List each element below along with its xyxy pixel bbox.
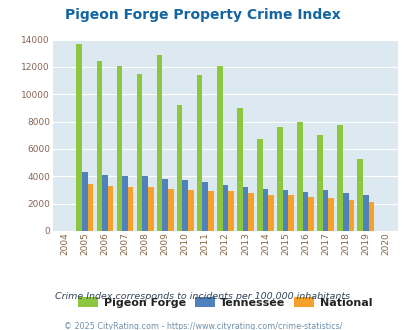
Bar	[87, 184, 93, 231]
Bar	[296, 122, 302, 231]
Bar	[347, 200, 353, 231]
Bar	[188, 190, 193, 231]
Bar	[182, 180, 188, 231]
Bar	[162, 179, 168, 231]
Bar	[337, 125, 342, 231]
Bar	[268, 195, 273, 231]
Bar	[202, 182, 208, 231]
Bar	[82, 172, 87, 231]
Bar	[136, 75, 142, 231]
Bar	[228, 191, 233, 231]
Bar	[322, 190, 328, 231]
Bar	[96, 61, 102, 231]
Bar	[356, 159, 362, 231]
Bar	[168, 189, 173, 231]
Bar	[116, 66, 122, 231]
Legend: Pigeon Forge, Tennessee, National: Pigeon Forge, Tennessee, National	[75, 294, 375, 312]
Bar	[102, 175, 107, 231]
Bar	[142, 176, 147, 231]
Bar	[242, 187, 247, 231]
Bar	[308, 197, 313, 231]
Bar	[122, 176, 128, 231]
Bar	[262, 189, 268, 231]
Bar	[316, 135, 322, 231]
Bar	[76, 44, 82, 231]
Bar	[362, 195, 368, 231]
Bar	[107, 186, 113, 231]
Bar	[222, 185, 228, 231]
Bar	[247, 193, 253, 231]
Bar	[328, 197, 333, 231]
Bar	[302, 192, 308, 231]
Bar	[288, 195, 293, 231]
Bar	[196, 75, 202, 231]
Bar	[276, 127, 282, 231]
Bar	[176, 105, 182, 231]
Bar	[147, 186, 153, 231]
Bar	[207, 191, 213, 231]
Bar	[128, 186, 133, 231]
Text: © 2025 CityRating.com - https://www.cityrating.com/crime-statistics/: © 2025 CityRating.com - https://www.city…	[64, 322, 341, 330]
Bar	[256, 139, 262, 231]
Text: Pigeon Forge Property Crime Index: Pigeon Forge Property Crime Index	[65, 8, 340, 22]
Bar	[216, 66, 222, 231]
Bar	[237, 108, 242, 231]
Text: Crime Index corresponds to incidents per 100,000 inhabitants: Crime Index corresponds to incidents per…	[55, 292, 350, 301]
Bar	[282, 190, 288, 231]
Bar	[368, 202, 373, 231]
Bar	[342, 193, 347, 231]
Bar	[156, 55, 162, 231]
